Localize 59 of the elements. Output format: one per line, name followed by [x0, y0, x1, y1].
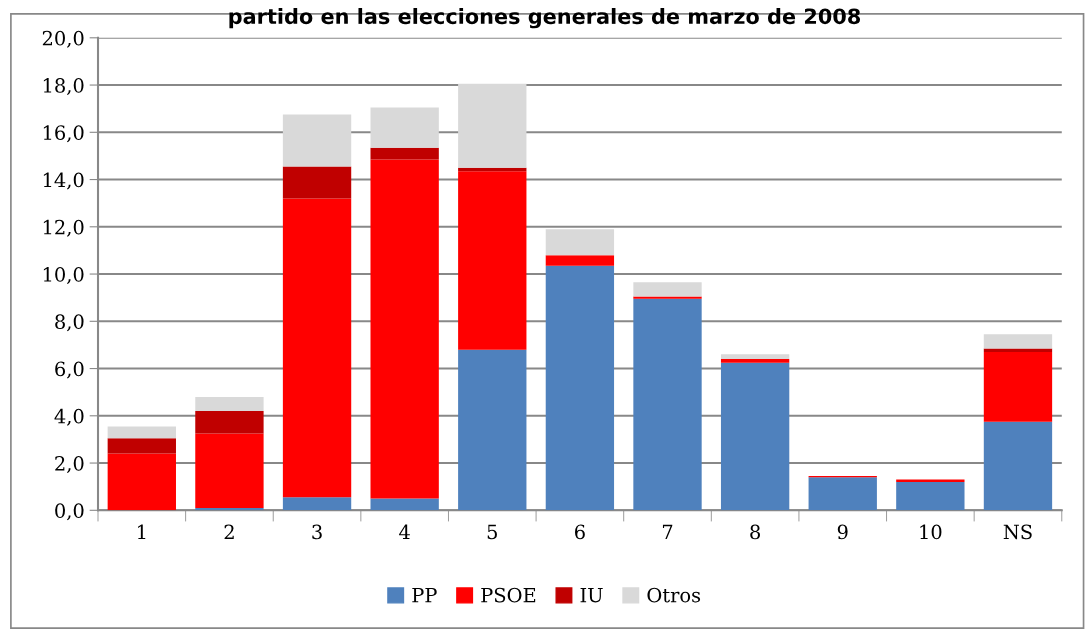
- chart-title: partido en las elecciones generales de marzo de 2008: [229, 8, 861, 29]
- bar: [720, 354, 790, 360]
- bar: [107, 453, 176, 511]
- legend-label: Otros: [647, 587, 701, 603]
- x-tick-label: 7: [662, 524, 673, 539]
- x-tick-label: 10: [920, 524, 942, 540]
- bar: [195, 433, 264, 508]
- bar: [983, 421, 1053, 511]
- x-tick-label: 6: [575, 524, 585, 540]
- x-tick-label: 1: [138, 524, 146, 539]
- bar: [458, 349, 527, 511]
- y-tick-label: 14,0: [43, 172, 84, 190]
- legend-label: PP: [412, 587, 437, 603]
- bar: [195, 411, 264, 434]
- bar: [370, 147, 439, 160]
- y-tick-label: 10,0: [43, 267, 84, 285]
- y-tick-label: 18,0: [43, 78, 84, 96]
- bar: [107, 426, 176, 439]
- bar: [458, 171, 527, 350]
- bar: [282, 497, 352, 511]
- x-tick-label: NS: [1003, 524, 1032, 540]
- x-tick-label: 3: [312, 524, 322, 540]
- bar: [983, 334, 1053, 349]
- x-tick-label: 2: [224, 524, 234, 539]
- bar: [720, 359, 790, 363]
- y-tick-label: 6,0: [55, 361, 84, 379]
- bar: [282, 166, 352, 199]
- y-tick-label: 4,0: [54, 408, 84, 426]
- y-tick-label: 8,0: [55, 314, 84, 332]
- bar: [896, 481, 965, 511]
- y-tick-label: 0,0: [55, 503, 84, 521]
- bar: [282, 198, 352, 498]
- bar: [983, 352, 1053, 422]
- bar: [458, 83, 527, 168]
- y-tick-label: 16,0: [43, 125, 84, 143]
- bar: [370, 498, 439, 511]
- bar: [633, 282, 702, 297]
- x-tick-label: 8: [750, 524, 760, 540]
- bar: [808, 477, 877, 511]
- bar: [545, 255, 615, 266]
- bar: [370, 107, 439, 148]
- y-tick-label: 12,0: [43, 219, 84, 237]
- x-tick-label: 5: [487, 524, 497, 540]
- bar: [545, 265, 615, 511]
- legend-label: PSOE: [481, 587, 536, 603]
- bar: [633, 296, 702, 299]
- y-tick-label: 20,0: [42, 30, 84, 48]
- bar: [983, 348, 1053, 353]
- x-tick-label: 4: [399, 524, 410, 539]
- y-tick-label: 2,0: [55, 456, 84, 474]
- bar: [282, 114, 352, 167]
- bar: [195, 396, 264, 412]
- bar: [545, 229, 615, 256]
- bar: [370, 159, 439, 499]
- legend-label: IU: [580, 587, 603, 603]
- x-tick-label: 9: [837, 524, 848, 540]
- bar: [720, 362, 790, 511]
- bar: [633, 298, 702, 511]
- bar: [107, 438, 176, 454]
